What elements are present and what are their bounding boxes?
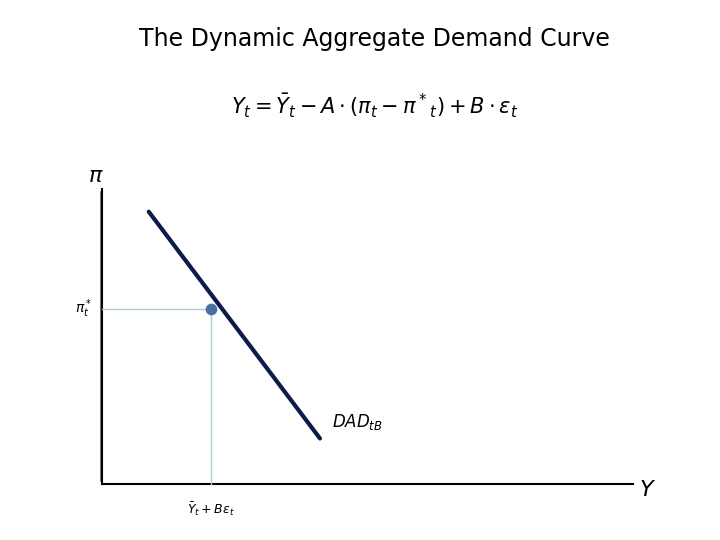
Text: $Y_t = \bar{Y}_t - A \cdot (\pi_t - \pi^*{}_t) + B \cdot \varepsilon_t$: $Y_t = \bar{Y}_t - A \cdot (\pi_t - \pi^… bbox=[230, 92, 518, 120]
Text: The Dynamic Aggregate Demand Curve: The Dynamic Aggregate Demand Curve bbox=[139, 27, 610, 51]
Text: $\pi^*_t$: $\pi^*_t$ bbox=[76, 298, 93, 320]
Text: $\pi$: $\pi$ bbox=[88, 166, 104, 186]
Point bbox=[205, 305, 217, 313]
Text: $Y$: $Y$ bbox=[639, 480, 656, 501]
Text: $\bar{Y}_t + B\varepsilon_t$: $\bar{Y}_t + B\varepsilon_t$ bbox=[186, 500, 235, 518]
Text: $DAD_{tB}$: $DAD_{tB}$ bbox=[332, 412, 382, 433]
